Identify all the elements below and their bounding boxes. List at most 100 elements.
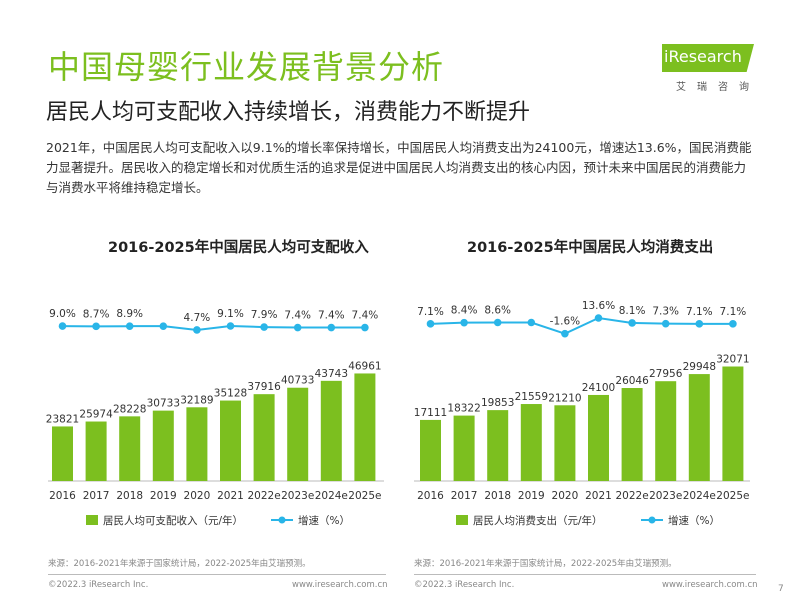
bar-2022e [253,394,275,481]
growth-point [92,322,100,331]
footer-copyright-left: ©2022.3 iResearch Inc. [48,580,149,590]
growth-point [193,326,201,334]
x-tick-label: 2022e [248,490,281,502]
logo-subtext: 艾瑞咨询 [676,82,760,93]
growth-point [561,329,569,338]
x-tick-label: 2020 [552,490,579,502]
growth-value-label: 8.6% [484,305,511,317]
x-tick-label: 2024e [683,490,716,502]
footer-divider-right [414,574,756,575]
page-title: 中国母婴行业发展背景分析 [48,48,445,86]
x-tick-label: 2022e [616,490,649,502]
x-tick-label: 2019 [518,490,545,502]
chart-title-consumption: 2016-2025年中国居民人均消费支出 [467,240,714,256]
growth-point [527,318,536,327]
x-tick-label: 2023e [649,490,682,502]
growth-point [159,322,168,330]
x-tick-label: 2023e [281,490,314,502]
x-tick-label: 2017 [451,490,478,502]
x-tick-label: 2021 [585,490,612,502]
footer-copyright-right: ©2022.3 iResearch Inc. [414,580,515,590]
growth-point [260,323,268,331]
x-tick-label: 2025e [348,490,381,502]
growth-point [58,322,67,330]
bar-value-label: 29948 [683,361,716,373]
bar-value-label: 46961 [348,360,381,372]
bar-value-label: 32071 [716,354,749,366]
bar-value-label: 18322 [447,403,480,415]
bar-2017 [85,421,107,481]
growth-value-label: 8.9% [116,308,143,320]
bar-value-label: 43743 [315,368,348,380]
growth-point [460,318,468,327]
growth-point [661,319,670,328]
chart-title-income: 2016-2025年中国居民人均可支配收入 [108,240,369,256]
growth-value-label: 7.9% [251,309,278,321]
bar-value-label: 19853 [481,397,514,409]
bar-value-label: 23821 [46,413,79,425]
growth-point [695,320,704,328]
growth-value-label: 9.1% [217,308,244,320]
bar-value-label: 17111 [414,407,447,419]
growth-point [293,323,302,332]
growth-value-label: 7.4% [352,310,379,322]
legend-bar-swatch [86,515,98,525]
intro-paragraph: 2021年，中国居民人均可支配收入以9.1%的增长率保持增长，中国居民人均消费支… [46,140,752,195]
growth-point [729,320,737,328]
bar-2019 [152,410,174,481]
bar-2023e [655,381,677,481]
bar-value-label: 37916 [247,381,281,393]
growth-value-label: 8.4% [451,305,478,317]
bar-2019 [520,404,542,481]
x-tick-label: 2025e [716,490,749,502]
bar-value-label: 30733 [147,398,180,410]
legend-bar-swatch [456,515,468,525]
growth-value-label: 9.0% [49,308,76,320]
growth-value-label: 4.7% [184,312,211,324]
x-tick-label: 2024e [315,490,348,502]
x-tick-label: 2020 [184,490,211,502]
x-tick-label: 2016 [49,490,76,502]
bar-2022e [621,388,643,481]
growth-value-label: 7.1% [686,306,713,318]
growth-point [493,318,502,327]
bar-value-label: 28228 [113,403,146,415]
x-tick-label: 2017 [83,490,110,502]
bar-2021 [588,394,609,481]
bar-value-label: 21210 [548,392,581,404]
bar-2018 [119,416,141,481]
growth-point [125,322,134,330]
footer-website-left: www.iresearch.com.cn [292,580,388,590]
growth-line [430,316,733,335]
bar-value-label: 27956 [649,368,683,380]
legend-line-marker [648,516,656,524]
x-tick-label: 2018 [116,490,143,502]
growth-value-label: 7.4% [318,310,345,322]
growth-value-label: 7.1% [417,306,444,318]
bar-2018 [487,410,509,481]
iresearch-logo [662,44,754,72]
growth-value-label: 8.7% [83,308,110,320]
bar-2021 [220,400,241,481]
growth-value-label: 13.6% [582,300,615,312]
bar-2024e [320,380,342,481]
x-tick-label: 2016 [417,490,444,502]
bar-value-label: 26046 [615,375,649,387]
growth-point [426,320,435,328]
bar-2020 [554,405,576,481]
footer-divider-left [48,574,386,575]
growth-point [361,323,369,332]
bar-2025e [722,366,744,481]
growth-point [226,322,235,330]
legend-bar-label: 居民人均消费支出（元/年） [473,514,603,527]
x-tick-label: 2019 [150,490,177,502]
growth-line [62,324,365,331]
growth-value-label: 7.1% [720,306,747,318]
growth-value-label: 7.4% [284,310,311,322]
bar-value-label: 24100 [582,382,615,394]
bar-value-label: 32189 [180,394,213,406]
legend-line-label: 增速（%） [668,514,720,527]
source-note-right: 来源：2016-2021年来源于国家统计局，2022-2025年由艾瑞预测。 [414,559,677,569]
source-note-left: 来源：2016-2021年来源于国家统计局，2022-2025年由艾瑞预测。 [48,559,311,569]
